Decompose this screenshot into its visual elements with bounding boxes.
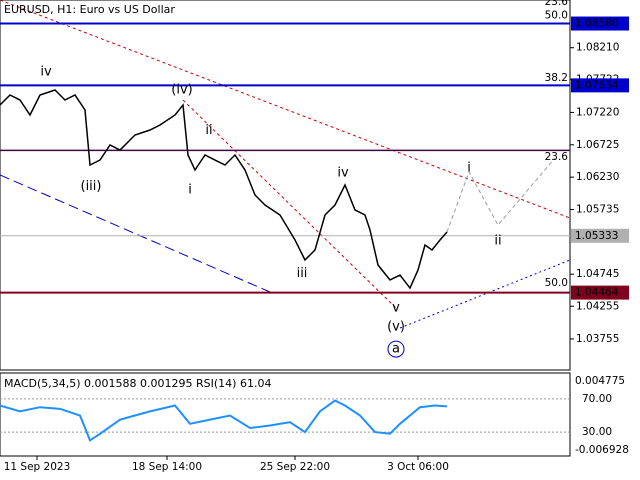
wave-label: i (188, 183, 192, 198)
x-tick-label: 18 Sep 14:00 (132, 461, 202, 473)
fib-label: 50.0 (545, 277, 568, 289)
price-line (0, 89, 448, 290)
wave-label: v (392, 300, 400, 315)
trend-line (0, 174, 271, 293)
wave-label: ii (494, 234, 501, 249)
wave-label: a (392, 342, 400, 357)
fib-label: 50.0 (545, 10, 568, 22)
y-tick-label: 1.06230 (576, 171, 619, 183)
y-tick-label: 1.07220 (576, 106, 619, 118)
y-tick-label: 1.05735 (576, 204, 619, 216)
indicator-frame (0, 372, 571, 457)
wave-circle (387, 340, 405, 358)
level-tag (571, 16, 629, 31)
y-tick-label: 1.03755 (576, 333, 619, 345)
indicator-max-label: 0.004775 (575, 375, 625, 387)
x-tick-label: 3 Oct 06:00 (387, 461, 449, 473)
level-label: 1.04464 (575, 287, 619, 299)
level-label: 1.07634 (575, 79, 619, 91)
wave-label: iv (40, 64, 52, 79)
fib-label: 38.2 (545, 72, 568, 84)
x-tick-label: 25 Sep 22:00 (260, 461, 330, 473)
wave-line (182, 99, 397, 309)
wave-label: iv (337, 166, 349, 181)
rsi-line (0, 399, 448, 442)
y-tick-label: 1.04255 (576, 300, 619, 312)
indicator-min-label: -0.006928 (575, 444, 629, 456)
wave-label: i (467, 161, 471, 176)
level-tag (571, 285, 629, 300)
main-frame (0, 0, 571, 371)
fib-label: 23.6 (545, 0, 569, 8)
wave-label: (iii) (81, 179, 102, 194)
wave-label: (iv) (171, 83, 192, 98)
fib-label: 23.6 (545, 151, 569, 163)
x-tick-label: 11 Sep 2023 (4, 461, 71, 473)
indicator-tick-label: 30.00 (582, 426, 612, 438)
chart-title: EURUSD, H1: Euro vs US Dollar (4, 3, 175, 16)
indicator-title: MACD(5,34,5) 0.001588 0.001295 RSI(14) 6… (4, 377, 271, 390)
wave-label: iii (297, 266, 308, 281)
y-tick-label: 1.08210 (576, 42, 619, 54)
y-tick-label: 1.04745 (576, 268, 619, 280)
wave-label: (v) (387, 319, 405, 334)
y-tick-label: 1.06725 (576, 139, 619, 151)
level-label: 1.05333 (575, 230, 618, 242)
indicator-tick-label: 70.00 (582, 393, 612, 405)
trend-line (399, 259, 571, 329)
level-tag (571, 228, 629, 243)
level-label: 1.08580 (575, 18, 618, 30)
forecast-path (446, 157, 556, 233)
level-tag (571, 78, 629, 93)
wave-label: ii (205, 123, 212, 138)
